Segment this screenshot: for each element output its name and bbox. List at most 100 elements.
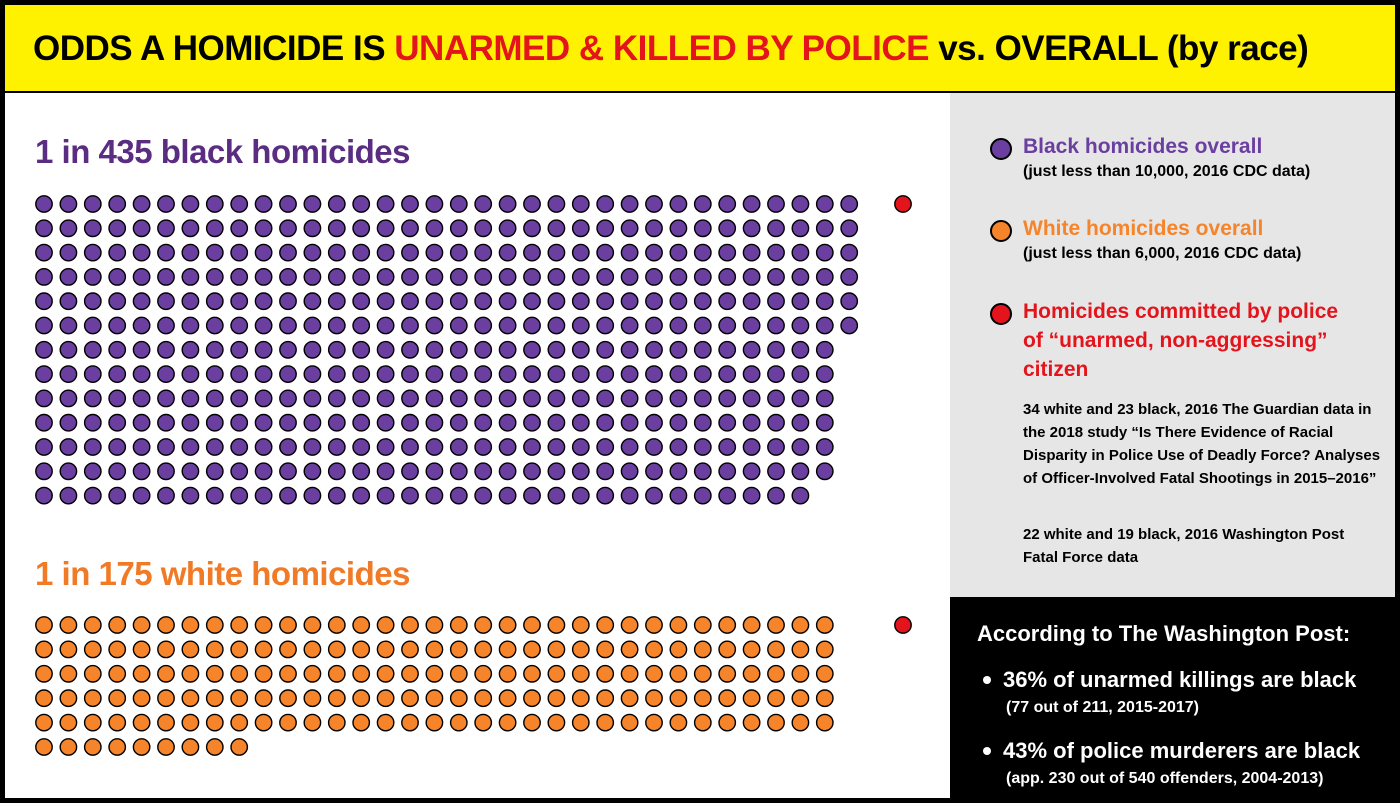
white-homicide-dot [205, 664, 224, 683]
black-homicide-dot [742, 462, 761, 481]
white-homicide-dot [376, 664, 395, 683]
black-homicide-dot [645, 267, 663, 286]
black-homicide-dot [279, 365, 297, 383]
wapo-bullet-2-main: 43% of police murderers are black [1003, 738, 1361, 763]
wapo-bullet-1-main: 36% of unarmed killings are black [1003, 667, 1357, 692]
black-homicide-dot [35, 340, 53, 359]
black-homicide-dot [376, 462, 395, 481]
black-homicide-dot [401, 365, 419, 383]
white-homicide-dot [620, 640, 639, 659]
black-homicide-dot [352, 219, 371, 238]
black-homicide-dot [840, 195, 859, 213]
black-homicide-dot [498, 316, 517, 335]
white-homicide-dot [279, 640, 297, 659]
black-homicide-dot [108, 438, 127, 456]
black-homicide-dot [83, 267, 102, 286]
black-homicide-dot [742, 316, 761, 335]
white-homicide-dot [303, 640, 322, 659]
white-homicide-dot [474, 689, 493, 708]
white-homicide-dot [449, 616, 468, 634]
white-homicide-dot [181, 689, 200, 708]
black-homicide-dot [83, 316, 102, 335]
black-homicide-dot [791, 243, 810, 262]
white-swatch-icon [990, 220, 1012, 242]
black-homicide-dot [474, 195, 493, 213]
legend-label-police-line-1: Homicides committed by police [1023, 300, 1339, 323]
black-homicide-dot [815, 219, 834, 238]
black-homicide-dot [742, 267, 761, 286]
black-homicide-dot [303, 389, 322, 408]
black-homicide-dot [254, 462, 273, 481]
white-homicide-dot [83, 738, 102, 756]
black-homicide-dot [815, 243, 834, 262]
white-homicide-dot [425, 713, 444, 732]
black-homicide-dot [718, 340, 737, 359]
white-homicide-dot [230, 616, 249, 634]
black-homicide-dot [132, 438, 151, 456]
black-homicide-dot [327, 340, 346, 359]
black-homicide-dot [693, 462, 712, 481]
black-homicide-dot [376, 486, 395, 505]
black-homicide-dot [376, 292, 395, 311]
black-homicide-dot [523, 219, 541, 238]
white-homicide-dot [645, 664, 663, 683]
white-homicide-dot [401, 640, 419, 659]
black-homicide-dot [742, 243, 761, 262]
black-homicide-dot [449, 486, 468, 505]
black-homicide-dot [254, 365, 273, 383]
black-homicide-dot [303, 413, 322, 432]
black-homicide-dot [718, 486, 737, 505]
white-homicide-dot [547, 664, 566, 683]
black-homicide-dot [449, 340, 468, 359]
black-homicide-dot [767, 340, 785, 359]
source-note-wapo: 22 white and 19 black, 2016 Washington P… [1023, 526, 1345, 566]
black-homicide-dot [303, 486, 322, 505]
white-homicide-dot [815, 616, 834, 634]
black-homicide-dot [35, 486, 53, 505]
black-homicide-dot [767, 316, 785, 335]
black-homicide-dot [449, 365, 468, 383]
white-homicide-dot [669, 689, 688, 708]
black-homicide-dot [718, 389, 737, 408]
black-homicide-dot [279, 316, 297, 335]
black-homicide-dot [791, 195, 810, 213]
black-homicide-dot [620, 413, 639, 432]
white-homicide-dot [547, 713, 566, 732]
white-homicide-dot [83, 713, 102, 732]
white-homicide-dot [254, 664, 273, 683]
black-homicide-dot [425, 438, 444, 456]
black-homicide-dot [157, 413, 175, 432]
black-homicide-dot [425, 365, 444, 383]
police-killing-dot [894, 616, 912, 634]
black-homicide-dot [718, 195, 737, 213]
black-homicide-dot [791, 413, 810, 432]
black-homicide-dot [352, 267, 371, 286]
black-homicide-dot [693, 267, 712, 286]
white-homicide-dot [108, 640, 127, 659]
black-homicide-dot [474, 292, 493, 311]
white-homicide-dot [449, 640, 468, 659]
black-homicide-dot [523, 243, 541, 262]
legend-sub-black: (just less than 10,000, 2016 CDC data) [1023, 163, 1311, 180]
black-homicide-dot [230, 365, 249, 383]
white-homicide-dot [327, 664, 346, 683]
black-homicide-dot [35, 462, 53, 481]
white-homicide-dot [425, 664, 444, 683]
black-homicide-dot [59, 267, 78, 286]
white-homicide-dot [327, 616, 346, 634]
white-homicide-dot [205, 738, 224, 756]
page-title: ODDS A HOMICIDE IS UNARMED & KILLED BY P… [33, 29, 1309, 69]
black-homicide-dot [132, 243, 151, 262]
white-homicide-dot [157, 640, 175, 659]
white-homicide-dot [815, 640, 834, 659]
black-homicide-dot [205, 243, 224, 262]
white-homicide-dot [83, 616, 102, 634]
black-homicide-dot [401, 486, 419, 505]
black-homicide-dot [327, 292, 346, 311]
white-homicide-dot [108, 738, 127, 756]
black-homicide-dot [815, 413, 834, 432]
black-homicide-dot [205, 413, 224, 432]
black-homicide-dot [108, 292, 127, 311]
black-homicide-dot [401, 413, 419, 432]
black-homicide-dot [254, 219, 273, 238]
